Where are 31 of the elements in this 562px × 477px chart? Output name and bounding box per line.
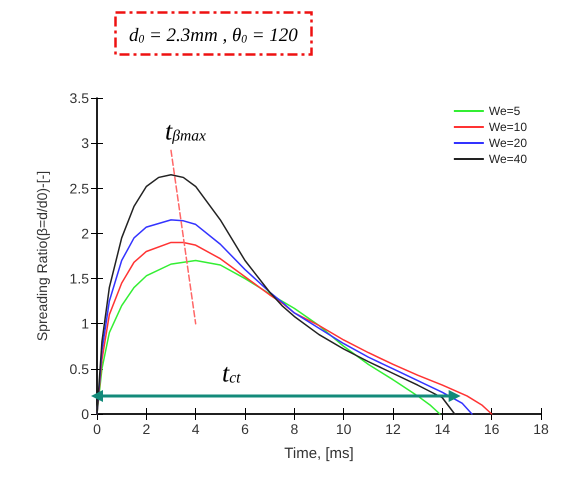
x-axis-title: Time, [ms] — [284, 445, 354, 462]
annotation: tβmax — [165, 116, 206, 146]
y-tick-label: 3 — [81, 135, 90, 152]
y-tick-label: 0 — [81, 406, 90, 422]
legend-label: We=40 — [488, 152, 528, 166]
y-tick-label: 2.5 — [70, 180, 90, 196]
y-axis-title: Spreading Ratio(β=d/d0)-[-] — [34, 170, 50, 342]
y-tick-label: 1 — [81, 316, 90, 332]
x-tick-label: 0 — [93, 421, 102, 437]
line-series — [96, 219, 473, 415]
y-tick-label: 2 — [81, 225, 90, 242]
x-tick-label: 2 — [142, 421, 150, 437]
legend-label: We=5 — [488, 104, 521, 118]
x-tick-label: 6 — [241, 421, 250, 437]
line-series — [96, 260, 441, 415]
x-tick-label: 8 — [290, 421, 298, 437]
x-tick-label: 14 — [434, 421, 450, 437]
y-tick-label: 0.5 — [70, 360, 90, 377]
line-series — [96, 174, 456, 415]
x-tick-label: 4 — [192, 421, 200, 437]
x-tick-label: 18 — [533, 421, 549, 437]
chart-title: d0 = 2.3mm , θ0 = 120 — [129, 25, 298, 46]
legend-label: We=20 — [488, 136, 528, 150]
legend-label: We=10 — [488, 120, 528, 134]
y-tick-label: 3.5 — [70, 90, 90, 106]
y-tick-label: 1.5 — [70, 270, 90, 287]
annotation: tct — [222, 358, 242, 388]
x-tick-label: 12 — [385, 421, 401, 437]
line-series — [96, 242, 492, 415]
x-tick-label: 10 — [336, 421, 352, 437]
x-tick-label: 16 — [484, 421, 500, 437]
